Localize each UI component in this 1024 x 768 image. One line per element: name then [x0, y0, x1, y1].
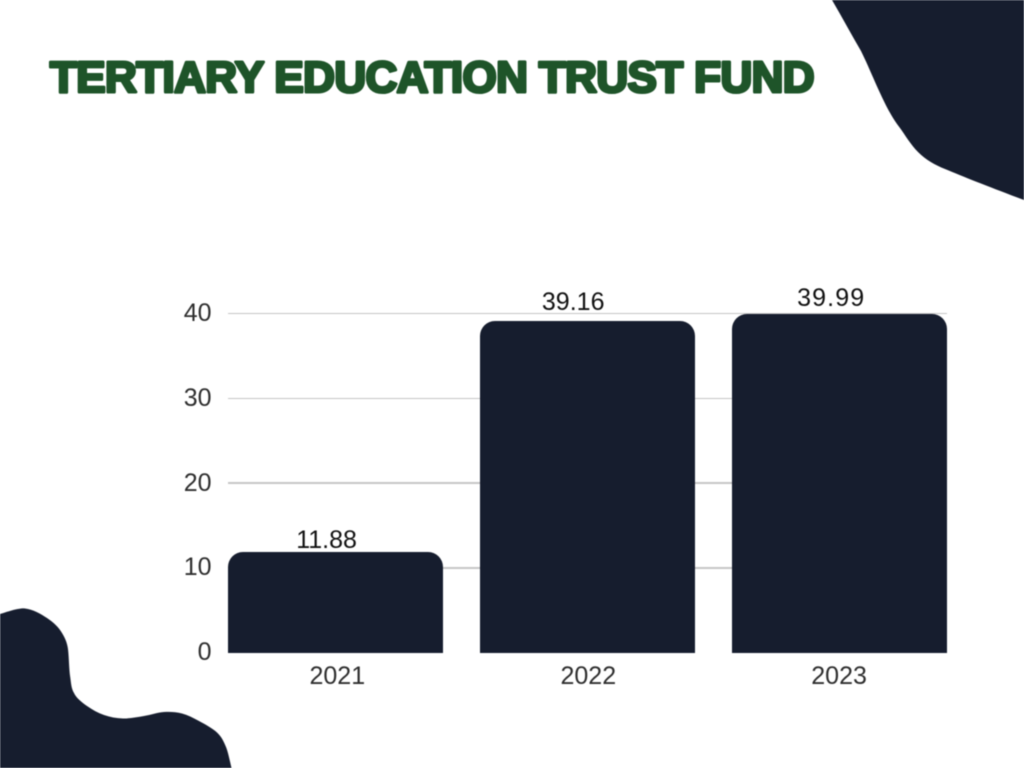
svg-text:TERTIARY EDUCATION TRUST FUND: TERTIARY EDUCATION TRUST FUND [50, 53, 814, 102]
